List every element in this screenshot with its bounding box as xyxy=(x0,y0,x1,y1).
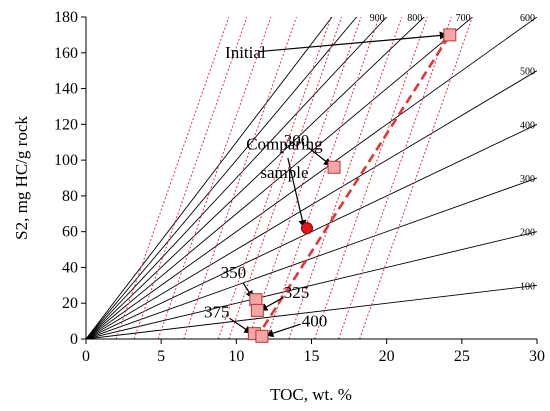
annotation-arrow-7 xyxy=(229,317,253,334)
hi-line-900 xyxy=(86,17,388,339)
hi-line-800 xyxy=(86,17,425,339)
reference-line-6 xyxy=(228,17,343,339)
annotation-label-6: 325 xyxy=(284,283,310,302)
annotation-label-3: Comparing xyxy=(246,134,323,153)
hi-line-700 xyxy=(86,17,474,339)
x-tick-label-15: 15 xyxy=(304,348,320,365)
point-square-7 xyxy=(255,329,269,343)
hi-label-900: 900 xyxy=(370,13,385,24)
x-tick-label-25: 25 xyxy=(454,348,470,365)
hi-label-200: 200 xyxy=(520,228,535,239)
hi-label-400: 400 xyxy=(520,120,535,131)
data-points xyxy=(247,28,457,343)
point-circle-3 xyxy=(300,222,313,235)
hi-label-500: 500 xyxy=(520,67,535,78)
hi-label-700: 700 xyxy=(456,13,471,24)
y-tick-label-160: 160 xyxy=(54,45,78,62)
hi-line-300 xyxy=(86,177,537,339)
y-axis-title: S2, mg HC/g rock xyxy=(12,116,31,240)
x-tick-label-20: 20 xyxy=(379,348,395,365)
x-tick-label-5: 5 xyxy=(157,348,165,365)
annotation-arrow-6 xyxy=(259,296,284,311)
y-tick-label-20: 20 xyxy=(62,295,78,312)
x-axis-title: TOC, wt. % xyxy=(270,385,352,404)
reference-line-10 xyxy=(314,17,428,339)
annotation-arrow-2 xyxy=(308,147,332,167)
annotation-label-8: 400 xyxy=(302,311,328,330)
hi-label-600: 600 xyxy=(520,13,535,24)
annotation-label-2: 300 xyxy=(284,131,310,150)
reference-dotted-lines xyxy=(115,17,473,339)
hi-label-300: 300 xyxy=(520,174,535,185)
annotation-arrow-8 xyxy=(265,323,301,338)
y-tick-label-180: 180 xyxy=(54,9,78,26)
annotation-arrow-3 xyxy=(287,157,307,229)
y-tick-label-120: 120 xyxy=(54,116,78,133)
annotation-label-5: 350 xyxy=(221,263,247,282)
y-tick-label-60: 60 xyxy=(62,224,78,241)
x-tick-label-30: 30 xyxy=(529,348,545,365)
hi-line-200 xyxy=(86,231,537,339)
point-square-4 xyxy=(249,293,263,307)
y-tick-label-80: 80 xyxy=(62,188,78,205)
hi-line-1100 xyxy=(86,17,333,339)
point-square-5 xyxy=(250,303,264,317)
reference-line-2 xyxy=(133,17,248,339)
annotation-arrows xyxy=(229,31,448,338)
hi-line-1000 xyxy=(86,17,358,339)
annotation-arrow-1 xyxy=(259,31,448,53)
hi-label-800: 800 xyxy=(407,13,422,24)
point-square-2 xyxy=(327,160,341,174)
reference-line-7 xyxy=(247,17,362,339)
reference-line-9 xyxy=(288,17,403,339)
y-tick-label-0: 0 xyxy=(70,331,78,348)
reference-line-5 xyxy=(217,17,332,339)
x-tick-label-0: 0 xyxy=(82,348,90,365)
annotation-label-1: Initial xyxy=(225,43,266,62)
reference-line-12 xyxy=(359,17,473,339)
y-tick-label-40: 40 xyxy=(62,259,78,276)
reference-line-3 xyxy=(157,17,272,339)
hi-line-500 xyxy=(86,70,537,339)
annotation-label-7: 375 xyxy=(204,303,230,322)
y-tick-label-100: 100 xyxy=(54,152,78,169)
reference-line-4 xyxy=(183,17,297,339)
annotation-label-4: sample xyxy=(260,163,308,182)
y-tick-label-140: 140 xyxy=(54,81,78,98)
reference-line-11 xyxy=(338,17,452,339)
reference-line-1 xyxy=(115,17,230,339)
hi-label-100: 100 xyxy=(520,281,535,292)
trend-line-group xyxy=(254,34,451,339)
trend-line xyxy=(254,34,451,339)
hi-line-600 xyxy=(86,17,537,339)
hydrogen-index-labels: 100 200 300 400 500 600 700 800 900 xyxy=(370,13,535,292)
reference-line-8 xyxy=(265,17,380,339)
hydrogen-index-lines xyxy=(86,17,537,339)
point-square-1 xyxy=(443,28,457,42)
x-tick-label-10: 10 xyxy=(228,348,244,365)
